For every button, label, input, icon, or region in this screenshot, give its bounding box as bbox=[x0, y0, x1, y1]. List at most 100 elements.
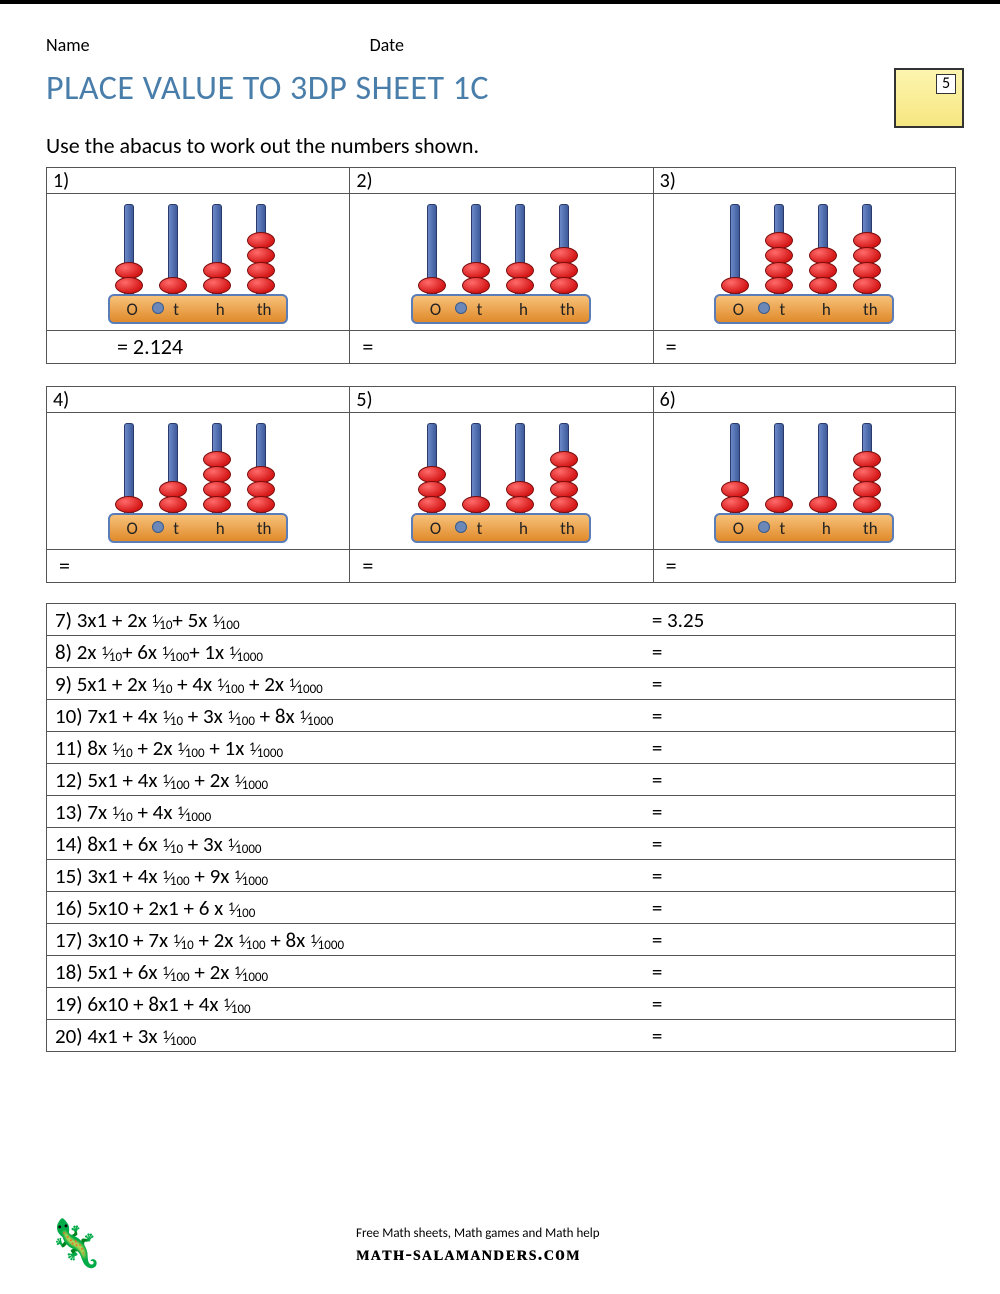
bead bbox=[506, 496, 534, 513]
rod-label: O bbox=[430, 299, 441, 320]
rod-label: t bbox=[173, 518, 179, 539]
abacus: Othth bbox=[108, 200, 288, 324]
abacus: Othth bbox=[411, 419, 591, 543]
equation-answer: = bbox=[644, 764, 956, 796]
equation-question: 20) 4x1 + 3x 1⁄1000 bbox=[47, 1020, 644, 1052]
abacus-base: Othth bbox=[714, 294, 894, 324]
bead bbox=[765, 277, 793, 294]
bead bbox=[853, 496, 881, 513]
salamander-icon: 🦎 bbox=[46, 1216, 116, 1276]
equation-question: 10) 7x1 + 4x 1⁄10 + 3x 1⁄100 + 8x 1⁄1000 bbox=[47, 700, 644, 732]
answer-cell: = bbox=[653, 330, 956, 364]
bead-column bbox=[246, 234, 276, 294]
rod-label: t bbox=[477, 518, 483, 539]
answer-cell: = bbox=[653, 549, 956, 583]
abacus: Othth bbox=[714, 419, 894, 543]
equation-row: 9) 5x1 + 2x 1⁄10 + 4x 1⁄100 + 2x 1⁄1000 … bbox=[47, 668, 956, 700]
equation-question: 17) 3x10 + 7x 1⁄10 + 2x 1⁄100 + 8x 1⁄100… bbox=[47, 924, 644, 956]
abacus-cell: 4) Othth bbox=[46, 386, 349, 550]
bead bbox=[721, 496, 749, 513]
equation-answer: = bbox=[644, 892, 956, 924]
question-number: 2) bbox=[350, 168, 652, 194]
bead bbox=[550, 496, 578, 513]
bead bbox=[159, 496, 187, 513]
equation-question: 8) 2x 1⁄10+ 6x 1⁄100+ 1x 1⁄1000 bbox=[47, 636, 644, 668]
bead-column bbox=[720, 279, 750, 294]
bead bbox=[721, 277, 749, 294]
equation-row: 11) 8x 1⁄10 + 2x 1⁄100 + 1x 1⁄1000 = bbox=[47, 732, 956, 764]
bead-column bbox=[202, 264, 232, 294]
abacus-base: Othth bbox=[108, 294, 288, 324]
rod-label: t bbox=[173, 299, 179, 320]
equation-row: 8) 2x 1⁄10+ 6x 1⁄100+ 1x 1⁄1000 = bbox=[47, 636, 956, 668]
abacus-base: Othth bbox=[108, 513, 288, 543]
equation-question: 7) 3x1 + 2x 1⁄10+ 5x 1⁄100 bbox=[47, 604, 644, 636]
bead-column bbox=[461, 264, 491, 294]
question-number: 3) bbox=[654, 168, 955, 194]
rod-label: O bbox=[430, 518, 441, 539]
rod-label: h bbox=[519, 518, 528, 539]
equation-answer: = bbox=[644, 636, 956, 668]
equation-row: 14) 8x1 + 6x 1⁄10 + 3x 1⁄1000 = bbox=[47, 828, 956, 860]
bead-column bbox=[720, 483, 750, 513]
equation-row: 20) 4x1 + 3x 1⁄1000 = bbox=[47, 1020, 956, 1052]
equation-question: 16) 5x10 + 2x1 + 6 x 1⁄100 bbox=[47, 892, 644, 924]
name-label: Name bbox=[46, 34, 90, 56]
bead bbox=[418, 277, 446, 294]
header-line: Name Date bbox=[46, 34, 964, 56]
equation-answer: = bbox=[644, 668, 956, 700]
equation-answer: = bbox=[644, 700, 956, 732]
equation-answer: = bbox=[644, 828, 956, 860]
equation-row: 12) 5x1 + 4x 1⁄100 + 2x 1⁄1000 = bbox=[47, 764, 956, 796]
bead-column bbox=[461, 498, 491, 513]
abacus: Othth bbox=[411, 200, 591, 324]
rod-label: th bbox=[257, 299, 272, 320]
footer: 🦎 Free Math sheets, Math games and Math … bbox=[46, 1216, 964, 1276]
abacus-base: Othth bbox=[411, 513, 591, 543]
abacus: Othth bbox=[108, 419, 288, 543]
rod-label: t bbox=[477, 299, 483, 320]
bead-column bbox=[808, 249, 838, 294]
abacus-base: Othth bbox=[411, 294, 591, 324]
equation-row: 16) 5x10 + 2x1 + 6 x 1⁄100 = bbox=[47, 892, 956, 924]
equation-question: 12) 5x1 + 4x 1⁄100 + 2x 1⁄1000 bbox=[47, 764, 644, 796]
bead-column bbox=[246, 468, 276, 513]
rod-label: t bbox=[779, 518, 785, 539]
grade-number: 5 bbox=[936, 74, 956, 94]
equation-question: 19) 6x10 + 8x1 + 4x 1⁄100 bbox=[47, 988, 644, 1020]
equation-answer: = bbox=[644, 732, 956, 764]
rod-label: h bbox=[822, 299, 831, 320]
equation-answer: = bbox=[644, 924, 956, 956]
bead bbox=[462, 277, 490, 294]
equation-question: 18) 5x1 + 6x 1⁄100 + 2x 1⁄1000 bbox=[47, 956, 644, 988]
equation-answer: = bbox=[644, 956, 956, 988]
bead-column bbox=[417, 468, 447, 513]
question-number: 4) bbox=[47, 387, 349, 413]
footer-tagline: Free Math sheets, Math games and Math he… bbox=[356, 1226, 600, 1242]
page-title: PLACE VALUE TO 3DP SHEET 1C bbox=[46, 68, 489, 109]
equation-answer: = bbox=[644, 796, 956, 828]
grade-badge: 5 bbox=[894, 68, 964, 128]
bead bbox=[765, 496, 793, 513]
bead bbox=[247, 496, 275, 513]
equation-row: 10) 7x1 + 4x 1⁄10 + 3x 1⁄100 + 8x 1⁄1000… bbox=[47, 700, 956, 732]
answer-cell: = 2.124 bbox=[46, 330, 349, 364]
question-number: 1) bbox=[47, 168, 349, 194]
equation-answer: = 3.25 bbox=[644, 604, 956, 636]
abacus-cell: 5) Othth bbox=[349, 386, 652, 550]
bead bbox=[159, 277, 187, 294]
rod-label: h bbox=[216, 518, 225, 539]
rod-label: h bbox=[519, 299, 528, 320]
equation-question: 9) 5x1 + 2x 1⁄10 + 4x 1⁄100 + 2x 1⁄1000 bbox=[47, 668, 644, 700]
abacus-cell: 1) Othth bbox=[46, 167, 349, 331]
rod-label: th bbox=[560, 299, 575, 320]
bead bbox=[418, 496, 446, 513]
equation-answer: = bbox=[644, 988, 956, 1020]
bead bbox=[115, 496, 143, 513]
bead-column bbox=[158, 279, 188, 294]
instruction-text: Use the abacus to work out the numbers s… bbox=[46, 132, 964, 159]
answer-cell: = bbox=[46, 549, 349, 583]
bead bbox=[506, 277, 534, 294]
answer-cell: = bbox=[349, 549, 652, 583]
equation-answer: = bbox=[644, 860, 956, 892]
